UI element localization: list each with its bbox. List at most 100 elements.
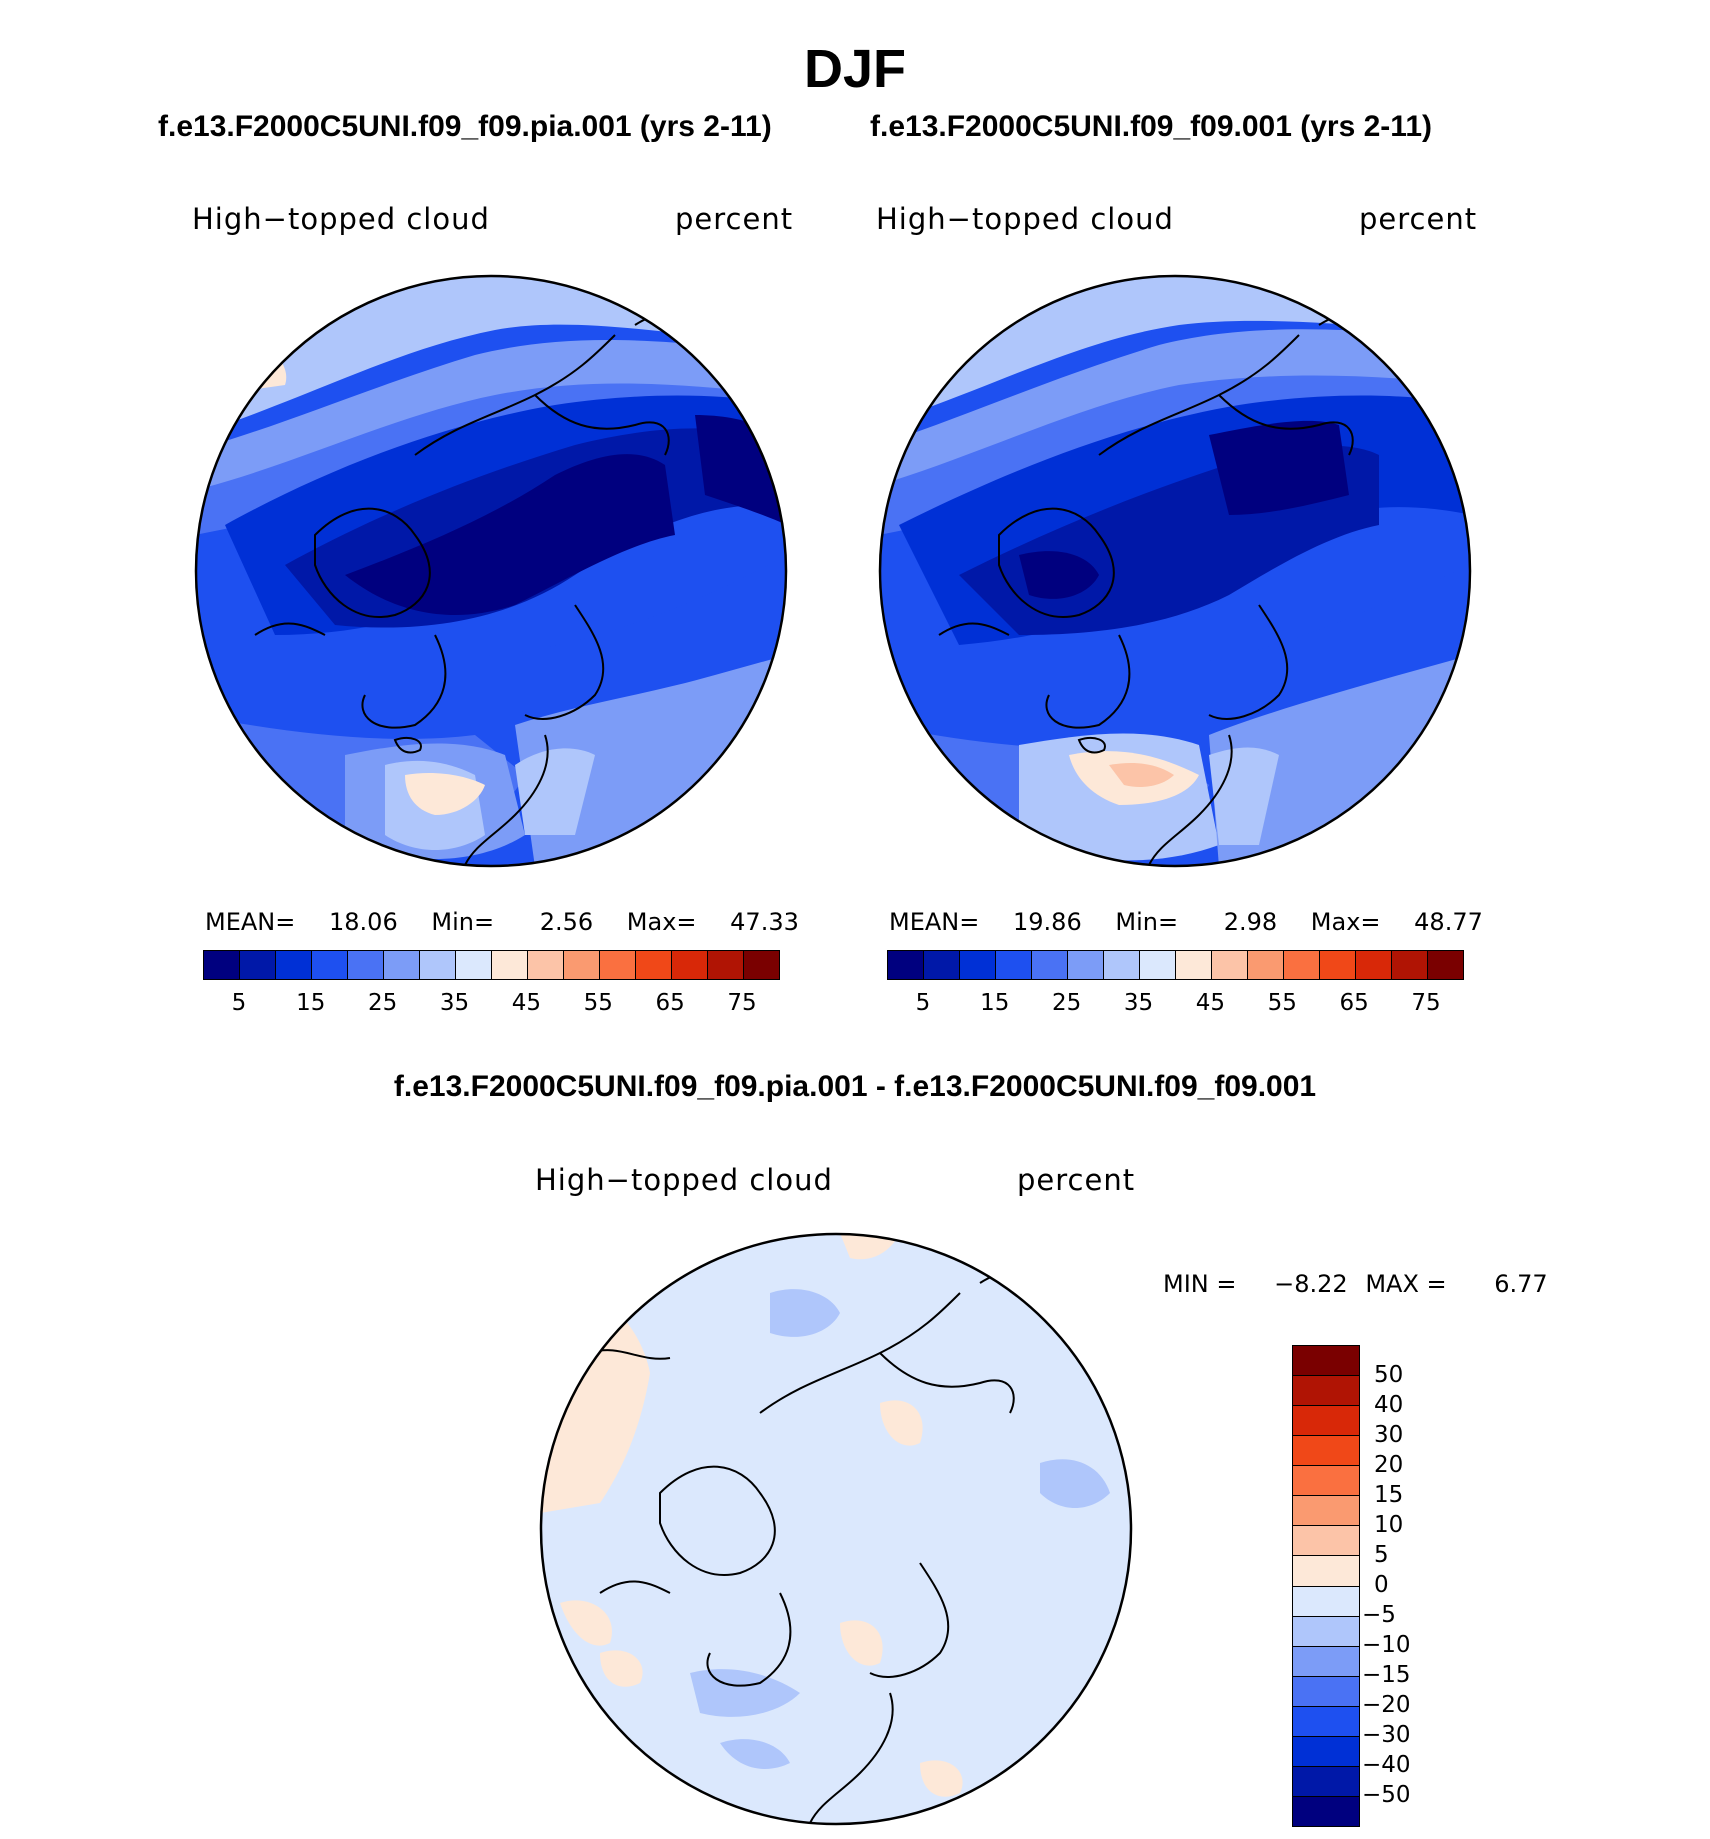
panel1-mean-label: MEAN= xyxy=(205,908,296,936)
difference-colorbar-tick-label: −20 xyxy=(1362,1692,1411,1718)
panel1-colorbar-tick-label: 5 xyxy=(231,990,247,1016)
panel2-min-value: 2.98 xyxy=(1223,908,1278,936)
difference-colorbar-swatch xyxy=(1293,1376,1359,1407)
difference-colorbar-swatch xyxy=(1293,1406,1359,1437)
panel2-colorbar xyxy=(887,950,1464,980)
panel2-colorbar-swatch xyxy=(1428,951,1463,979)
panel2-colorbar-swatch xyxy=(1284,951,1320,979)
panel2-colorbar-swatch xyxy=(1032,951,1068,979)
panel2-units-label: percent xyxy=(1359,202,1478,236)
diff-max-label: MAX = xyxy=(1365,1270,1447,1298)
panel2-colorbar-tick-label: 75 xyxy=(1411,990,1441,1016)
panel1-max-value: 47.33 xyxy=(730,908,799,936)
panel2-colorbar-swatch xyxy=(888,951,924,979)
panel1-mean-value: 18.06 xyxy=(329,908,398,936)
panel2-case-title: f.e13.F2000C5UNI.f09_f09.001 (yrs 2-11) xyxy=(870,110,1433,143)
panel2-colorbar-swatch xyxy=(960,951,996,979)
difference-colorbar-tick-label: 20 xyxy=(1374,1452,1404,1478)
difference-colorbar-tick-label: 5 xyxy=(1374,1542,1389,1568)
difference-colorbar-ticks: 50 40 30 20 15 10 5 0 −5 −10 −15 −20 −30 −40 −50 xyxy=(1362,1345,1448,1825)
diff-max-value: 6.77 xyxy=(1494,1270,1548,1298)
panel1-colorbar-swatch xyxy=(744,951,779,979)
panel1-colorbar-tick-label: 65 xyxy=(655,990,685,1016)
panel1-colorbar-swatch xyxy=(240,951,276,979)
diff-min-value: −8.22 xyxy=(1274,1270,1348,1298)
panel2-max-label: Max= xyxy=(1310,908,1381,936)
panel1-case-title: f.e13.F2000C5UNI.f09_f09.pia.001 (yrs 2-… xyxy=(158,110,772,143)
difference-colorbar-tick-label: 0 xyxy=(1374,1572,1389,1598)
difference-colorbar-tick-label: −40 xyxy=(1362,1752,1411,1778)
panel1-colorbar xyxy=(203,950,780,980)
difference-colorbar-tick-label: 30 xyxy=(1374,1422,1404,1448)
difference-colorbar-swatch xyxy=(1293,1556,1359,1587)
panel1-colorbar-swatch xyxy=(384,951,420,979)
panel2-colorbar-swatch xyxy=(1212,951,1248,979)
difference-polar-map xyxy=(539,1232,1133,1826)
panel2-min-label: Min= xyxy=(1115,908,1179,936)
difference-colorbar-swatch xyxy=(1293,1616,1359,1647)
panel2-colorbar-swatch xyxy=(1392,951,1428,979)
panel1-colorbar-swatch xyxy=(528,951,564,979)
panel2-colorbar-swatch xyxy=(1104,951,1140,979)
panel1-colorbar-tick-label: 55 xyxy=(583,990,613,1016)
panel2-mean-label: MEAN= xyxy=(889,908,980,936)
diff-units-label: percent xyxy=(1017,1163,1136,1197)
panel2-colorbar-swatch xyxy=(996,951,1032,979)
difference-colorbar-swatch xyxy=(1293,1346,1359,1377)
difference-colorbar-swatch xyxy=(1293,1466,1359,1497)
panel1-colorbar-swatch xyxy=(600,951,636,979)
difference-colorbar-swatch xyxy=(1293,1736,1359,1767)
panel1-colorbar-swatch xyxy=(312,951,348,979)
panel1-colorbar-swatch xyxy=(564,951,600,979)
panel1-colorbar-swatch xyxy=(204,951,240,979)
panel1-colorbar-swatch xyxy=(420,951,456,979)
difference-colorbar-tick-label: 10 xyxy=(1374,1512,1404,1538)
difference-colorbar-swatch xyxy=(1293,1526,1359,1557)
page-title: DJF xyxy=(803,39,906,99)
panel2-colorbar-swatch xyxy=(1068,951,1104,979)
panel2-colorbar-swatch xyxy=(1176,951,1212,979)
panel1-colorbar-swatch xyxy=(276,951,312,979)
panel1-colorbar-tick-label: 75 xyxy=(727,990,757,1016)
panel2-colorbar-tick-label: 25 xyxy=(1052,990,1082,1016)
difference-colorbar-swatch xyxy=(1293,1706,1359,1737)
panel2-colorbar-tick-label: 5 xyxy=(915,990,931,1016)
difference-colorbar-swatch xyxy=(1293,1676,1359,1707)
difference-colorbar-tick-label: −5 xyxy=(1362,1602,1396,1628)
panel1-colorbar-swatch xyxy=(456,951,492,979)
difference-colorbar-tick-label: 50 xyxy=(1374,1362,1404,1388)
difference-colorbar-tick-label: 15 xyxy=(1374,1482,1404,1508)
difference-colorbar-tick-label: −30 xyxy=(1362,1722,1411,1748)
panel1-colorbar-tick-label: 35 xyxy=(439,990,470,1016)
panel2-colorbar-tick-label: 45 xyxy=(1195,990,1226,1016)
difference-colorbar-swatch xyxy=(1293,1646,1359,1677)
panel2-colorbar-tick-label: 15 xyxy=(980,990,1010,1016)
panel1-colorbar-swatch xyxy=(636,951,672,979)
difference-colorbar-tick-label: −15 xyxy=(1362,1662,1411,1688)
panel2-colorbar-swatch xyxy=(924,951,960,979)
panel1-max-label: Max= xyxy=(626,908,697,936)
difference-colorbar-tick-label: −10 xyxy=(1362,1632,1411,1658)
panel1-colorbar-swatch xyxy=(492,951,528,979)
panel1-min-value: 2.56 xyxy=(539,908,594,936)
panel1-polar-map xyxy=(194,274,788,868)
panel2-max-value: 48.77 xyxy=(1414,908,1483,936)
difference-colorbar-swatch xyxy=(1293,1796,1359,1826)
difference-colorbar xyxy=(1292,1345,1360,1827)
panel2-colorbar-swatch xyxy=(1356,951,1392,979)
panel1-variable-label: High−topped cloud xyxy=(192,202,490,236)
panel1-colorbar-tick-label: 25 xyxy=(368,990,398,1016)
difference-colorbar-swatch xyxy=(1293,1586,1359,1617)
panel1-min-label: Min= xyxy=(431,908,495,936)
panel2-colorbar-tick-label: 55 xyxy=(1267,990,1297,1016)
panel1-colorbar-tick-label: 15 xyxy=(296,990,326,1016)
panel2-mean-value: 19.86 xyxy=(1013,908,1082,936)
diff-min-label: MIN = xyxy=(1163,1270,1237,1298)
panel1-colorbar-swatch xyxy=(672,951,708,979)
panel1-units-label: percent xyxy=(675,202,794,236)
difference-colorbar-swatch xyxy=(1293,1496,1359,1527)
panel1-colorbar-tick-label: 45 xyxy=(511,990,542,1016)
panel2-polar-map xyxy=(878,274,1472,868)
diff-variable-label: High−topped cloud xyxy=(535,1163,833,1197)
difference-colorbar-swatch xyxy=(1293,1436,1359,1467)
